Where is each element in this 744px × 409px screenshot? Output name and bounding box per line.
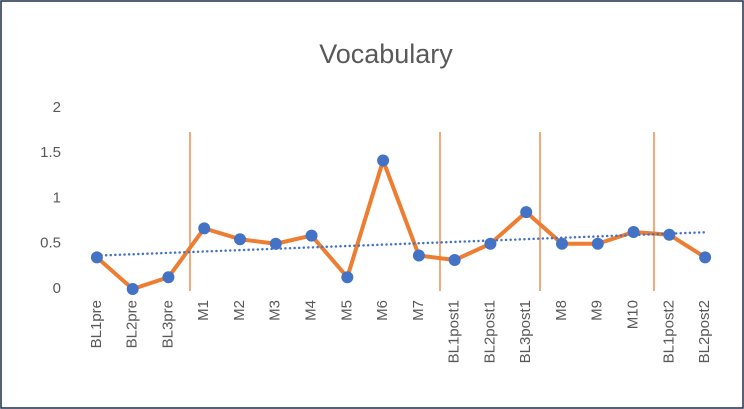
data-point [305,229,318,242]
data-point [663,228,676,241]
y-tick-label: 0 [53,280,61,297]
data-point [162,271,175,284]
x-tick-label: BL1post2 [660,300,677,363]
x-tick-label: M2 [231,300,248,321]
x-tick-label: BL2post2 [696,300,713,363]
x-tick-label: BL1pre [88,300,105,348]
x-tick-label: M7 [410,300,427,321]
data-point [520,206,533,219]
chart-title: Vocabulary [319,39,453,69]
data-point [412,249,425,262]
data-point [198,222,211,235]
data-point [699,251,712,264]
x-tick-label: M10 [625,300,642,329]
x-tick-label: M9 [589,300,606,321]
data-point [90,251,103,264]
y-tick-label: 1 [53,189,61,206]
data-point [484,237,497,250]
x-tick-label: M6 [374,300,391,321]
data-point [269,237,282,250]
x-tick-label: BL2post1 [481,300,498,363]
x-tick-label: M1 [195,300,212,321]
data-point [126,283,139,295]
y-tick-label: 2 [53,99,61,116]
data-point [341,271,354,284]
x-tick-label: BL3pre [159,300,176,348]
data-point [627,225,640,238]
data-line [95,158,707,291]
data-point [556,237,568,250]
y-tick-label: 1.5 [40,144,61,161]
x-tick-label: BL2pre [124,300,141,348]
x-tick-label: M8 [553,300,570,321]
x-tick-label: BL3post1 [517,300,534,363]
x-tick-label: M3 [267,300,284,321]
x-tick-label: BL1post1 [446,300,463,363]
data-point [591,237,604,250]
x-tick-label: M4 [303,300,320,321]
data-point [377,154,390,167]
data-point [234,233,246,246]
x-tick-label: M5 [338,300,355,321]
y-tick-label: 0.5 [40,235,61,252]
data-point [448,254,461,267]
trendline [95,231,707,257]
